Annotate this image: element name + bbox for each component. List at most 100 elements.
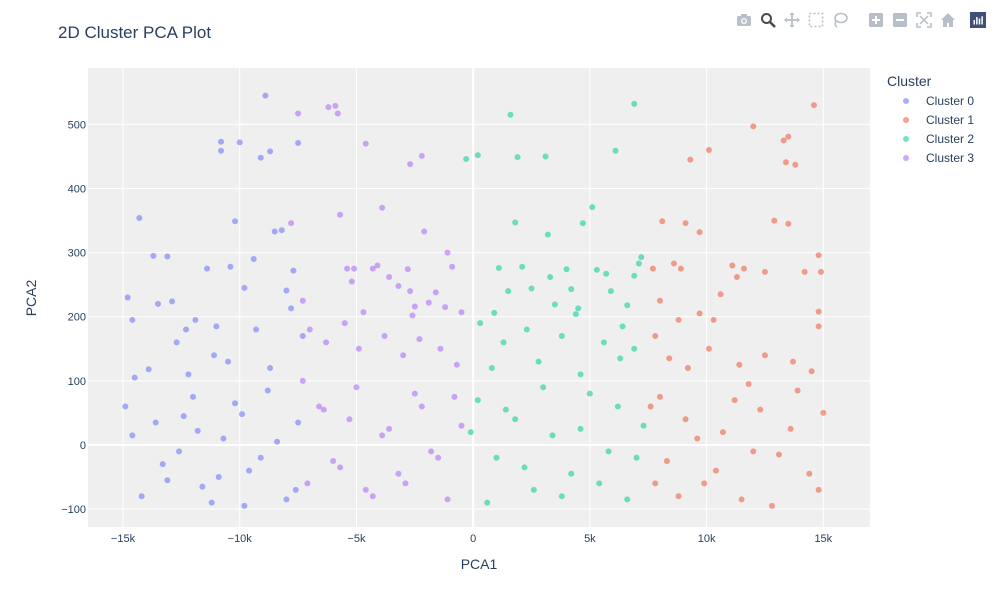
point-cluster-0 [236,139,243,146]
point-cluster-3 [323,339,330,346]
point-cluster-1 [815,323,822,330]
zoom-out-icon[interactable] [890,10,910,30]
legend-item-cluster-2[interactable]: Cluster 2 [903,132,974,146]
point-cluster-0 [241,284,248,291]
point-cluster-1 [731,397,738,404]
point-cluster-0 [295,140,302,147]
point-cluster-2 [624,496,631,503]
point-cluster-0 [264,387,271,394]
legend-item-cluster-3[interactable]: Cluster 3 [903,151,974,165]
point-cluster-1 [701,480,708,487]
autoscale-icon[interactable] [914,10,934,30]
point-cluster-1 [820,409,827,416]
legend-title: Cluster [887,73,932,89]
point-cluster-3 [411,390,418,397]
point-cluster-1 [815,486,822,493]
point-cluster-3 [320,406,327,413]
point-cluster-1 [705,147,712,154]
point-cluster-2 [624,302,631,309]
point-cluster-0 [131,374,138,381]
pan-icon[interactable] [782,10,802,30]
point-cluster-2 [558,493,565,500]
point-cluster-1 [757,406,764,413]
point-cluster-0 [218,138,225,145]
point-cluster-3 [379,204,386,211]
point-cluster-0 [283,287,290,294]
point-cluster-2 [607,288,614,295]
point-cluster-0 [164,253,171,260]
point-cluster-0 [169,298,176,305]
point-cluster-0 [246,467,253,474]
point-cluster-3 [374,262,381,269]
point-cluster-2 [605,448,612,455]
point-cluster-3 [353,384,360,391]
point-cluster-1 [785,133,792,140]
point-cluster-1 [808,368,815,375]
point-cluster-2 [563,266,570,273]
point-cluster-3 [428,448,435,455]
x-tick-label: −10k [228,533,253,545]
zoom-icon[interactable] [758,10,778,30]
point-cluster-1 [670,260,677,267]
point-cluster-2 [614,403,621,410]
grid [88,68,870,527]
point-cluster-0 [257,154,264,161]
point-cluster-3 [395,470,402,477]
point-cluster-3 [435,454,442,461]
point-cluster-0 [185,371,192,378]
point-cluster-0 [288,305,295,312]
y-axis-label: PCA2 [23,280,39,317]
point-cluster-3 [348,278,355,285]
point-cluster-3 [334,110,341,117]
point-cluster-0 [283,496,290,503]
point-cluster-0 [173,339,180,346]
legend-item-cluster-1[interactable]: Cluster 1 [903,113,974,127]
legend-label-cluster-2: Cluster 2 [926,132,974,146]
modebar [734,10,986,30]
point-cluster-2 [542,153,549,160]
box-select-icon[interactable] [806,10,826,30]
y-tick-label: 300 [68,248,86,260]
point-cluster-1 [687,156,694,163]
point-cluster-3 [421,228,428,235]
point-cluster-1 [771,217,778,224]
y-tick-labels: −100 0 100 200 300 400 500 [61,119,86,516]
point-cluster-0 [204,265,211,272]
legend-label-cluster-0: Cluster 0 [926,94,974,108]
point-cluster-2 [640,422,647,429]
legend-marker-cluster-2 [903,136,909,142]
point-cluster-3 [299,297,306,304]
plotly-logo[interactable] [970,12,986,28]
point-cluster-2 [586,390,593,397]
point-cluster-3 [304,480,311,487]
point-cluster-0 [253,326,260,333]
zoom-in-icon[interactable] [866,10,886,30]
point-cluster-1 [712,467,719,474]
point-cluster-1 [649,265,656,272]
point-cluster-0 [211,352,218,359]
point-cluster-3 [316,403,323,410]
point-cluster-2 [631,345,638,352]
x-tick-label: 10k [698,533,716,545]
point-cluster-3 [369,493,376,500]
point-cluster-2 [558,332,565,339]
point-cluster-3 [337,211,344,218]
x-tick-label: 5k [584,533,596,545]
point-cluster-3 [369,265,376,272]
lasso-icon[interactable] [830,10,850,30]
point-cluster-0 [208,499,215,506]
point-cluster-3 [442,304,449,311]
point-cluster-3 [444,249,451,256]
point-cluster-2 [631,100,638,107]
point-cluster-1 [682,220,689,227]
point-cluster-2 [544,231,551,238]
y-tick-label: 400 [68,184,86,196]
point-cluster-2 [519,263,526,270]
point-cluster-3 [407,161,414,168]
point-cluster-1 [705,345,712,352]
point-cluster-1 [775,451,782,458]
reset-home-icon[interactable] [938,10,958,30]
camera-icon[interactable] [734,10,754,30]
legend-item-cluster-0[interactable]: Cluster 0 [903,94,974,108]
point-cluster-2 [547,273,554,280]
